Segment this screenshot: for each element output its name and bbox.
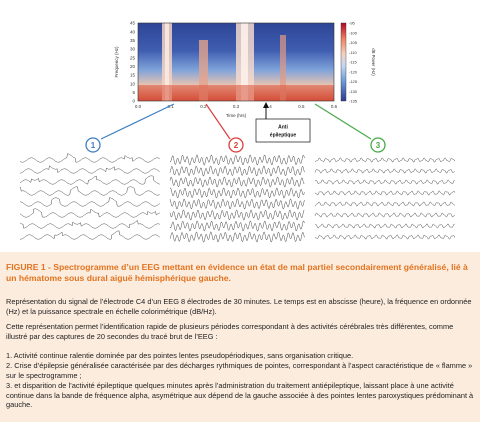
y-tick-label: 15: [130, 73, 136, 78]
eeg-trace: [314, 157, 456, 163]
anti-epileptic-annotation: Anti épileptique: [255, 102, 311, 143]
x-tick-label: 0.3: [233, 104, 240, 109]
x-tick-label: 0.6: [331, 104, 338, 109]
figure: 45 40 35 30 25 20 15 10 5 0 0.0 0.1 0.2 0.3 0.4 0.5 0.6…: [19, 20, 456, 243]
x-tick-label: 0.1: [168, 104, 175, 109]
spectrogram-ylabel: Frequency (Hz): [114, 46, 119, 78]
eeg-trace: [169, 209, 305, 221]
eeg-trace: [314, 212, 455, 218]
connector-1: [100, 103, 175, 140]
eeg-trace: [19, 165, 160, 174]
y-tick-label: 40: [130, 29, 136, 34]
x-tick-label: 0.2: [200, 104, 207, 109]
marker-label: 2: [234, 141, 239, 150]
x-tick-label: 0.4: [266, 104, 273, 109]
marker-3: 3: [370, 137, 386, 153]
eeg-trace: [169, 176, 305, 188]
caption-item-3: 3. et disparition de l’activité épilepti…: [6, 381, 474, 410]
eeg-trace: [314, 223, 455, 229]
y-tick-label: 5: [132, 90, 135, 95]
colorbar-tick-label: -105: [349, 40, 358, 45]
eeg-trace-panel-3: [314, 157, 456, 240]
y-tick-label: 30: [130, 47, 136, 52]
spectrogram: 45 40 35 30 25 20 15 10 5 0 0.0 0.1 0.2 0.3 0.4 0.5 0.6…: [114, 21, 338, 118]
spectrogram-burst: [165, 23, 169, 101]
eeg-trace: [169, 154, 305, 166]
marker-1: 1: [85, 137, 101, 153]
eeg-trace: [314, 168, 455, 174]
marker-label: 1: [91, 141, 96, 150]
eeg-trace: [314, 179, 455, 185]
eeg-trace: [19, 186, 160, 196]
eeg-panels: [19, 153, 456, 243]
caption-panel: [0, 252, 480, 422]
spectrogram-frame: [137, 22, 335, 102]
colorbar-tick-label: -95: [349, 21, 356, 26]
spectrogram-low-band: [138, 85, 334, 101]
spectrogram-x-ticks: 0.0 0.1 0.2 0.3 0.4 0.5 0.6: [135, 104, 338, 109]
colorbar-tick-label: -125: [349, 79, 358, 84]
annotation-line-2: épileptique: [270, 133, 297, 139]
spectrogram-y-ticks: 45 40 35 30 25 20 15 10 5 0: [130, 21, 136, 104]
connector-2: [205, 103, 231, 140]
spectrogram-burst: [280, 35, 286, 101]
y-tick-label: 45: [130, 21, 136, 26]
colorbar-tick-label: -110: [349, 50, 357, 55]
y-tick-label: 0: [132, 99, 135, 104]
colorbar-tick-label: -135: [349, 99, 358, 104]
y-tick-label: 10: [130, 81, 136, 86]
figure-caption-title: FIGURE 1 - Spectrogramme d’un EEG mettan…: [6, 262, 468, 283]
annotation-line-1: Anti: [278, 125, 288, 131]
colorbar-tick-label: -115: [349, 60, 357, 65]
eeg-trace-panel-1: [19, 153, 160, 240]
spectrogram-burst: [241, 23, 248, 101]
marker-2: 2: [228, 137, 244, 153]
colorbar-scale: [340, 22, 347, 102]
colorbar-label: dB Power (Hz): [371, 48, 376, 76]
eeg-trace: [19, 220, 160, 229]
eeg-trace: [169, 231, 305, 243]
colorbar: -95 -100 -105 -110 -115 -120 -125 -130 -135 dB P…: [340, 21, 376, 104]
eeg-trace: [19, 153, 160, 163]
eeg-trace: [19, 175, 160, 185]
colorbar-tick-label: -120: [349, 69, 358, 74]
spectrogram-xlabel: Time (hrs): [226, 113, 247, 118]
eeg-trace: [169, 165, 305, 177]
connector-3: [314, 103, 372, 140]
caption-item-2: 2. Crise d’épilepsie généralisée caracté…: [6, 361, 473, 380]
caption-paragraph-2: Cette représentation permet l’identifica…: [6, 322, 454, 341]
eeg-trace: [314, 190, 456, 196]
colorbar-tick-label: -100: [349, 30, 358, 35]
eeg-trace: [19, 197, 160, 207]
colorbar-ticks: -95 -100 -105 -110 -115 -120 -125 -130 -135: [349, 21, 358, 104]
eeg-trace: [314, 234, 456, 240]
eeg-trace-panel-2: [169, 154, 305, 243]
y-tick-label: 25: [130, 55, 136, 60]
caption-paragraph-1: Représentation du signal de l’électrode …: [6, 297, 472, 316]
colorbar-tick-label: -130: [349, 89, 358, 94]
marker-label: 3: [376, 141, 381, 150]
x-tick-label: 0.0: [135, 104, 142, 109]
eeg-trace: [169, 198, 305, 210]
eeg-trace: [19, 208, 160, 218]
eeg-trace: [169, 220, 305, 232]
eeg-trace: [314, 201, 455, 207]
x-tick-label: 0.5: [298, 104, 305, 109]
spectrogram-burst: [199, 40, 208, 101]
eeg-trace: [169, 187, 305, 199]
figure-svg: 45 40 35 30 25 20 15 10 5 0 0.0 0.1 0.2 0.3 0.4 0.5 0.6…: [19, 21, 456, 243]
eeg-trace: [20, 230, 160, 240]
y-tick-label: 35: [130, 38, 136, 43]
caption-item-1: 1. Activité continue ralentie dominée pa…: [6, 351, 354, 360]
y-tick-label: 20: [130, 64, 136, 69]
